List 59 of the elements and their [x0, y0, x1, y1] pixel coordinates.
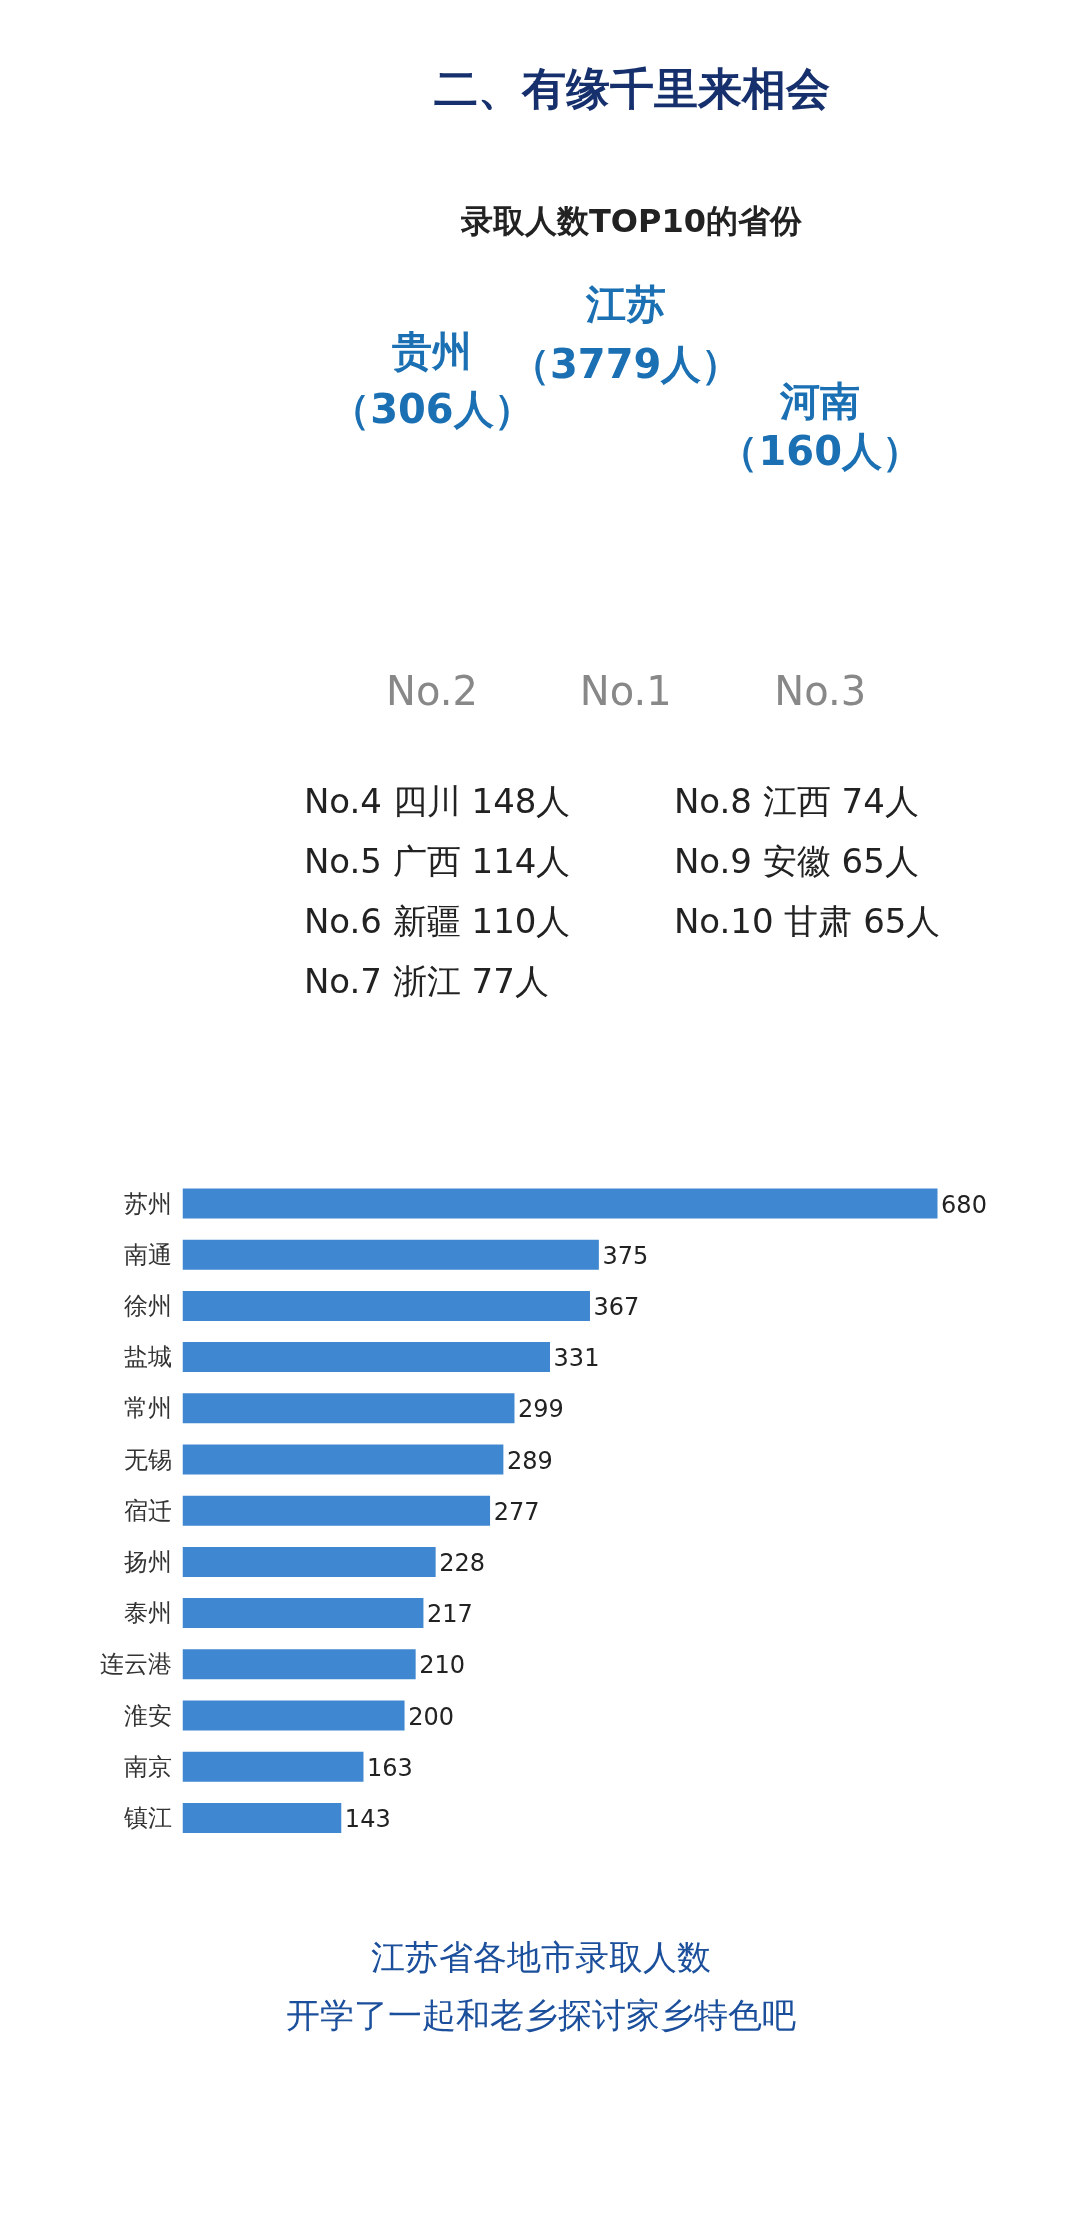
- text: 二、有缘千里来相会: [433, 63, 830, 114]
- bar: [182, 1342, 551, 1373]
- bar: [182, 1598, 424, 1629]
- bar: [182, 1495, 491, 1526]
- y-tick-label: 泰州: [123, 1599, 172, 1628]
- text: No.9 安徽 65人: [673, 840, 919, 881]
- bar: [182, 1546, 436, 1577]
- bar: [182, 1239, 599, 1270]
- bar: [182, 1444, 504, 1475]
- data-label: 217: [427, 1600, 473, 1629]
- y-tick-label: 盐城: [123, 1343, 172, 1372]
- data-label: 163: [367, 1753, 413, 1782]
- bar: [182, 1393, 515, 1424]
- bar: [182, 1188, 938, 1219]
- y-tick-label: 南通: [123, 1240, 172, 1269]
- data-label: 210: [419, 1651, 466, 1680]
- bar: [182, 1700, 405, 1731]
- text: No.5 广西 114人: [303, 840, 571, 881]
- y-tick-label: 镇江: [122, 1803, 172, 1832]
- data-label: 228: [439, 1548, 486, 1577]
- data-label: 680: [941, 1190, 987, 1219]
- text: No.10 甘肃 65人: [673, 900, 941, 941]
- bar: [182, 1290, 590, 1321]
- text: 江苏省各地市录取人数: [370, 1936, 711, 1977]
- y-tick-label: 徐州: [123, 1291, 172, 1320]
- y-tick-label: 无锡: [123, 1445, 172, 1474]
- text: 开学了一起和老乡探讨家乡特色吧: [285, 1994, 796, 2035]
- text: No.4 四川 148人: [303, 780, 571, 821]
- text: 河南: [779, 377, 861, 424]
- data-label: 367: [593, 1292, 640, 1321]
- data-label: 289: [506, 1446, 553, 1475]
- data-label: 277: [493, 1497, 540, 1526]
- text: No.1: [579, 667, 672, 714]
- text: No.6 新疆 110人: [303, 900, 571, 941]
- data-label: 200: [408, 1702, 454, 1731]
- text: No.7 浙江 77人: [303, 960, 549, 1001]
- data-label: 299: [518, 1395, 564, 1424]
- text: 录取人数TOP10的省份: [459, 201, 804, 240]
- text: 贵州: [391, 327, 472, 374]
- bar: [182, 1751, 364, 1782]
- bar: [182, 1649, 416, 1680]
- text: No.2: [386, 667, 478, 714]
- text: （160人）: [718, 427, 922, 474]
- text: （306人）: [330, 385, 534, 432]
- text: （3779人）: [510, 340, 742, 387]
- y-tick-label: 苏州: [123, 1189, 172, 1218]
- text: No.8 江西 74人: [673, 780, 919, 821]
- data-label: 331: [553, 1344, 600, 1373]
- y-tick-label: 常州: [123, 1394, 172, 1423]
- bar: [182, 1802, 342, 1833]
- data-label: 375: [602, 1241, 649, 1270]
- text: 江苏: [584, 280, 666, 327]
- y-tick-label: 淮安: [123, 1701, 172, 1730]
- y-tick-label: 南京: [123, 1752, 172, 1781]
- data-label: 143: [344, 1804, 391, 1833]
- y-tick-label: 连云港: [99, 1650, 172, 1679]
- text: No.3: [774, 667, 867, 714]
- y-tick-label: 扬州: [123, 1547, 172, 1576]
- y-tick-label: 宿迁: [123, 1496, 172, 1525]
